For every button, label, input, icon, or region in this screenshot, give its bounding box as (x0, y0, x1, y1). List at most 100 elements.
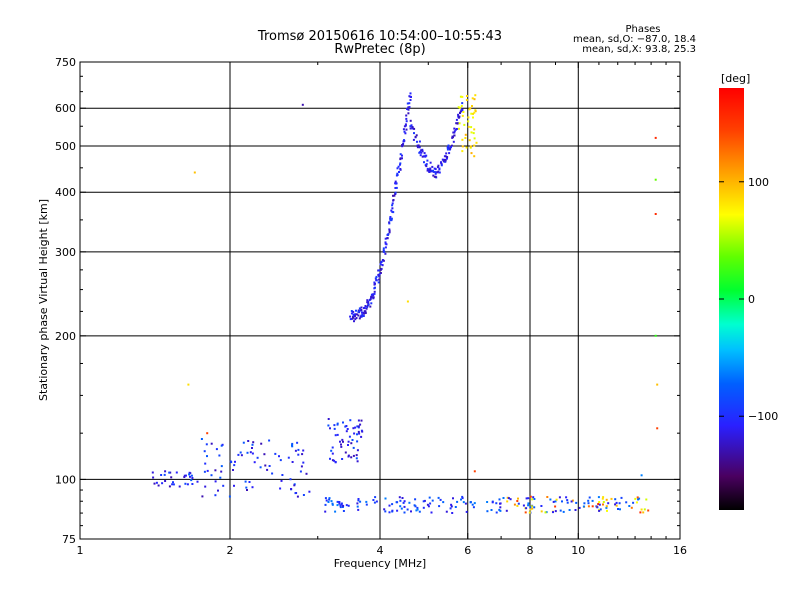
echo-point (401, 157, 403, 160)
echo-point (253, 461, 256, 464)
echo-point (472, 132, 475, 135)
echo-point (228, 495, 231, 498)
echo-point (390, 217, 393, 220)
echo-point (205, 443, 208, 446)
echo-point (416, 146, 419, 149)
echo-point (473, 144, 476, 147)
echo-point (388, 504, 391, 507)
echo-point (516, 504, 519, 507)
echo-point (530, 505, 533, 508)
echo-point (297, 448, 300, 451)
echo-point (430, 170, 433, 172)
echo-point (188, 473, 191, 476)
echo-point (401, 154, 403, 157)
echo-point (324, 497, 327, 500)
echo-point (591, 505, 594, 508)
echo-point (356, 449, 359, 452)
echo-point (365, 307, 368, 310)
echo-point (606, 509, 608, 512)
echo-point (411, 127, 414, 130)
y-tick-label: 400 (55, 186, 76, 199)
echo-point (414, 505, 417, 508)
echo-point (333, 424, 336, 427)
echo-point (384, 237, 387, 240)
echo-point (602, 496, 605, 499)
echo-point (582, 505, 585, 508)
echo-point (407, 112, 410, 115)
echo-point (356, 425, 359, 428)
echo-point (355, 309, 357, 312)
echo-point (357, 508, 360, 511)
echo-point (396, 174, 399, 176)
echo-point (431, 165, 434, 168)
echo-point (458, 127, 460, 130)
colorbar-tick-label: −100 (748, 410, 778, 423)
echo-point (605, 498, 608, 501)
echo-point (474, 110, 477, 113)
echo-point (529, 506, 532, 509)
echo-point (455, 128, 458, 130)
echo-point (446, 157, 448, 160)
echo-point (160, 474, 163, 476)
echo-point (615, 501, 618, 504)
echo-point (245, 486, 248, 489)
echo-point (252, 441, 255, 444)
echo-point (406, 108, 409, 110)
echo-point (411, 126, 414, 129)
echo-point (378, 269, 381, 272)
echo-point (442, 501, 445, 504)
echo-point (363, 307, 365, 310)
echo-point (379, 272, 382, 274)
data-points (151, 92, 659, 514)
echo-point (469, 146, 472, 149)
colorbar-ticks: 100 0 −100 (719, 176, 778, 423)
echo-point (470, 126, 473, 129)
echo-point (221, 443, 224, 446)
echo-point (345, 425, 348, 427)
echo-point (506, 496, 509, 499)
echo-point (367, 303, 370, 306)
echo-point (465, 510, 468, 513)
echo-point (566, 499, 569, 502)
echo-point (379, 263, 382, 266)
echo-point (246, 489, 248, 491)
echo-point (469, 145, 472, 148)
echo-point (355, 454, 358, 457)
echo-point (458, 116, 461, 119)
echo-point (532, 496, 535, 499)
echo-point (420, 151, 423, 154)
echo-point (409, 92, 412, 95)
echo-point (218, 454, 221, 457)
echo-point (382, 259, 385, 262)
echo-point (364, 312, 367, 314)
echo-point (507, 497, 510, 500)
echo-point (638, 497, 641, 500)
echo-point (357, 499, 360, 502)
echo-point (392, 199, 395, 201)
echo-point (381, 264, 384, 267)
echo-point (446, 148, 449, 151)
echo-point (189, 475, 191, 478)
echo-point (591, 499, 594, 502)
echo-point (388, 228, 391, 231)
echo-point (597, 503, 600, 505)
echo-point (473, 470, 476, 473)
echo-point (421, 148, 424, 151)
echo-point (618, 502, 621, 505)
echo-point (414, 498, 417, 501)
phases-heading: Phases (625, 24, 660, 35)
echo-point (620, 496, 623, 499)
echo-point (263, 453, 266, 456)
echo-point (408, 501, 411, 504)
echo-point (460, 107, 463, 110)
echo-point (406, 102, 409, 105)
echo-point (355, 457, 358, 460)
echo-point (384, 510, 387, 513)
echo-point (430, 511, 433, 514)
echo-point (365, 503, 368, 506)
echo-point (280, 479, 283, 482)
echo-point (499, 506, 502, 509)
echo-point (210, 474, 213, 477)
echo-point (410, 96, 412, 98)
echo-point (448, 152, 451, 155)
